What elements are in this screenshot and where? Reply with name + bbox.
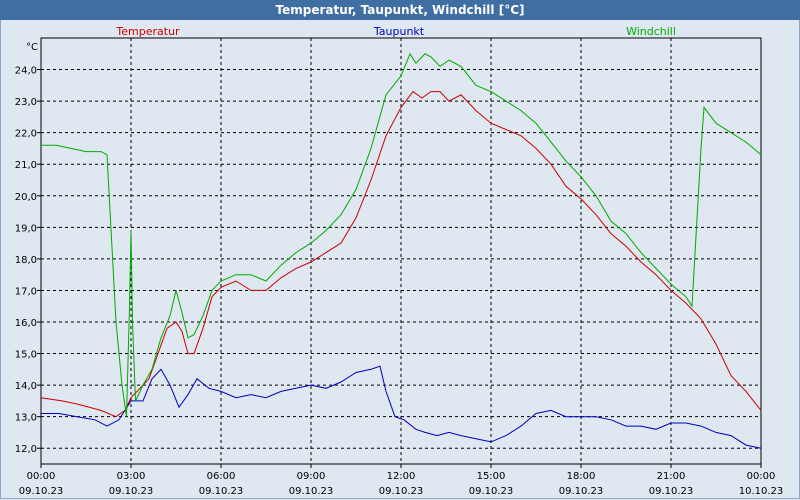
legend-taupunkt: Taupunkt [373,25,425,38]
x-tick-time: 06:00 [207,471,236,482]
chart-title: Temperatur, Taupunkt, Windchill [°C] [0,0,800,20]
y-tick-label: 14,0 [15,381,37,392]
y-tick-label: 15,0 [15,350,37,361]
x-tick-date: 09.10.23 [559,486,604,497]
x-axis-ticks: 00:00 09.10.23 03:00 09.10.23 06:00 09.10.23 0… [19,464,784,497]
series-line-windchill [41,52,762,417]
x-tick-time: 12:00 [387,471,416,482]
x-tick-date: 09.10.23 [109,486,154,497]
y-tick-label: 20,0 [15,192,37,203]
legend-temperatur: Temperatur [115,25,180,38]
x-tick-time: 00:00 [27,471,56,482]
y-tick-label: 18,0 [15,255,37,266]
x-tick-date: 09.10.23 [199,486,244,497]
y-tick-label: 12,0 [15,444,37,455]
x-tick-time: 21:00 [657,471,686,482]
grid [41,38,761,464]
y-tick-label: 22,0 [15,129,37,140]
y-tick-label: 19,0 [15,223,37,234]
y-tick-label: 23,0 [15,97,37,108]
y-tick-label: 24,0 [15,66,37,77]
x-tick-date: 09.10.23 [289,486,334,497]
x-tick-date: 09.10.23 [649,486,694,497]
y-tick-label: 16,0 [15,318,37,329]
x-tick-time: 09:00 [297,471,326,482]
y-tick-label: 13,0 [15,413,37,424]
y-axis-ticks: 12,0 13,0 14,0 15,0 16,0 17,0 18,0 19,0 20,0 21,0… [15,66,41,455]
legend-windchill: Windchill [626,25,676,38]
series-line-temperatur [40,90,762,418]
series-line-taupunkt [41,365,762,449]
x-tick-date: 09.10.23 [19,486,64,497]
y-tick-label: 21,0 [15,160,37,171]
x-tick-time: 00:00 [747,471,776,482]
series [40,52,762,449]
y-tick-label: 17,0 [15,286,37,297]
x-tick-date: 10.10.23 [739,486,784,497]
x-tick-time: 18:00 [567,471,596,482]
x-tick-time: 15:00 [477,471,506,482]
x-tick-date: 09.10.23 [379,486,424,497]
x-tick-time: 03:00 [117,471,146,482]
legend: Temperatur Taupunkt Windchill [115,25,676,38]
y-unit-label: °C [26,42,38,53]
x-tick-date: 09.10.23 [469,486,514,497]
